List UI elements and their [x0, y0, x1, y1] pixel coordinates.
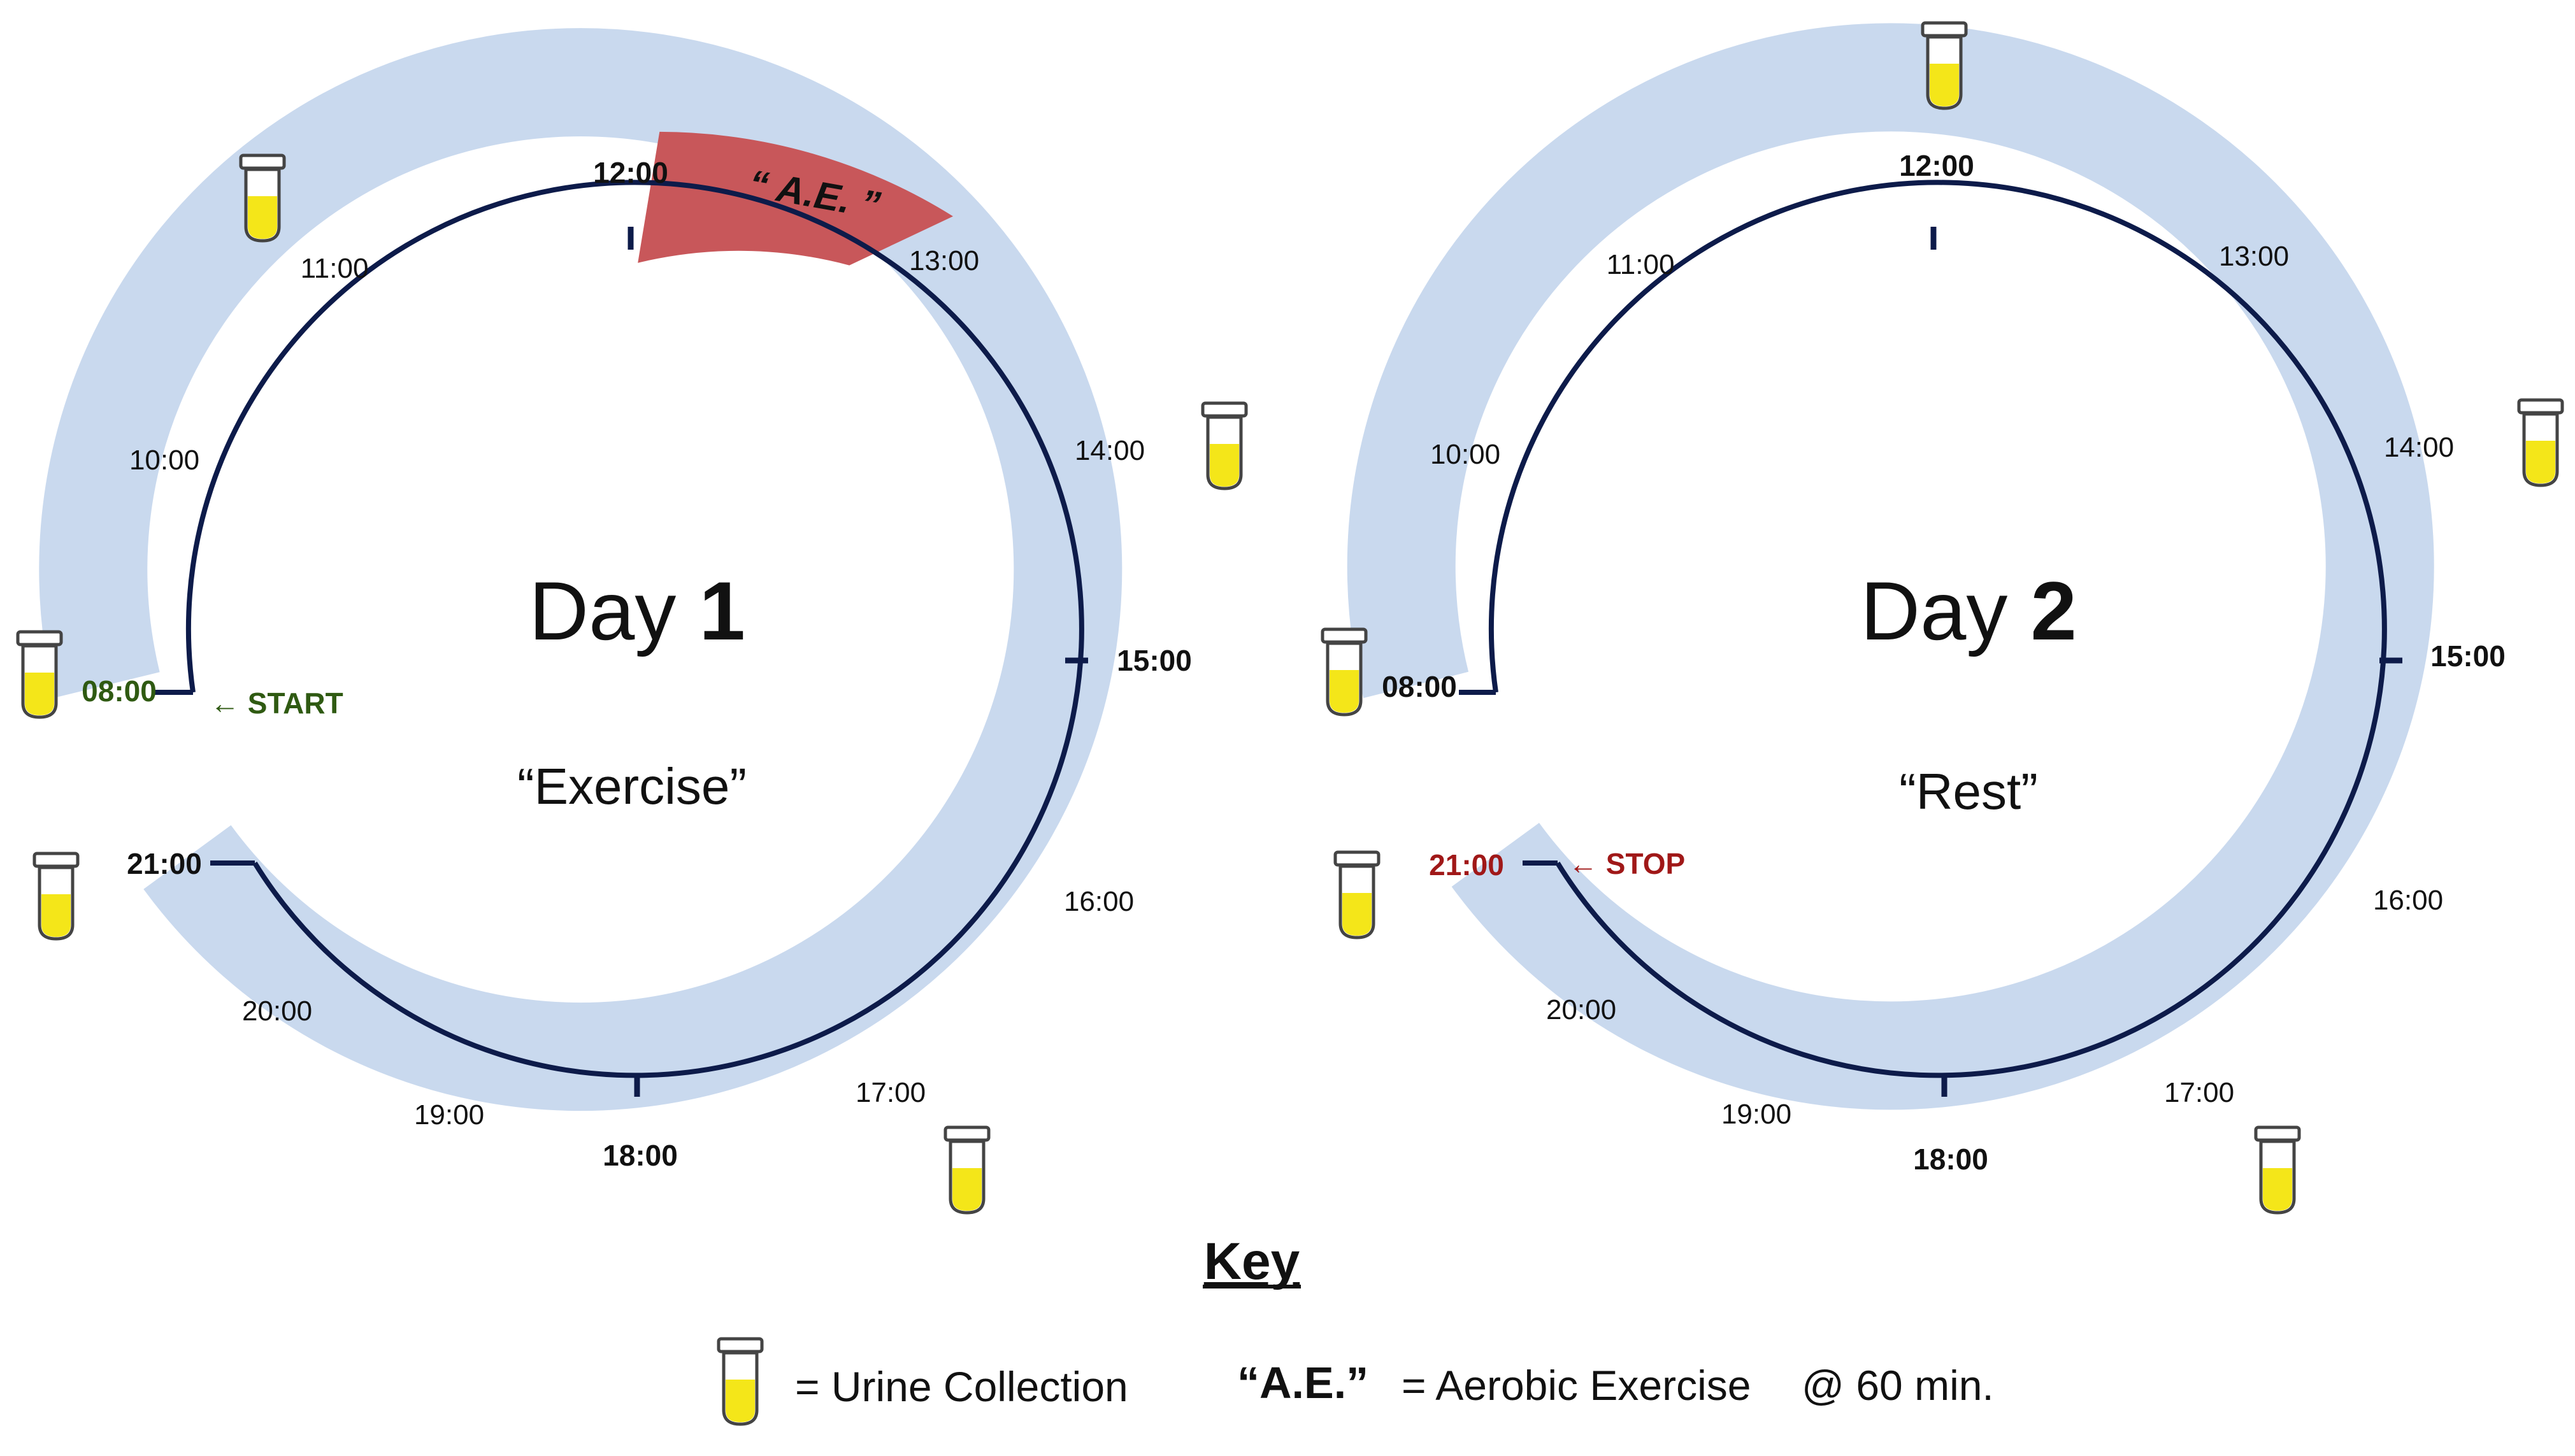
key-ae-duration: @ 60 min.	[1802, 1362, 1994, 1409]
day2-stop-label: ← STOP	[1568, 847, 1685, 880]
day1-clock: 12:00 11:00 13:00 10:00 14:00 15:00 08:0…	[18, 28, 1246, 1213]
day1-title: Day 1	[529, 564, 745, 657]
day2-ring	[1347, 23, 2434, 1110]
key-legend: Key = Urine Collection “A.E.” = Aerobic …	[719, 1232, 1994, 1424]
key-ae-abbrev: “A.E.”	[1237, 1358, 1368, 1408]
day1-hour-16: 16:00	[1064, 886, 1134, 917]
day1-subtitle: “Exercise”	[517, 758, 747, 815]
day2-hour-08: 08:00	[1382, 670, 1457, 703]
day1-hour-13: 13:00	[909, 245, 979, 276]
day1-hour-12: 12:00	[593, 156, 668, 189]
urine-cup-icon	[1335, 852, 1379, 938]
day1-hour-14: 14:00	[1075, 435, 1145, 466]
day2-hour-10: 10:00	[1430, 439, 1500, 470]
day2-hour-15: 15:00	[2430, 639, 2506, 673]
day2-hour-12: 12:00	[1899, 149, 1974, 182]
day2-hour-20: 20:00	[1546, 994, 1616, 1025]
urine-cup-icon	[1923, 23, 1966, 108]
urine-cup-icon	[945, 1127, 989, 1213]
urine-cup-icon	[1323, 629, 1366, 715]
urine-cup-icon	[18, 632, 61, 717]
day2-hour-19: 19:00	[1721, 1099, 1791, 1130]
day1-ring	[39, 28, 1123, 1111]
day1-hour-08: 08:00	[82, 674, 157, 708]
day1-hour-20: 20:00	[242, 996, 312, 1027]
day2-hour-17: 17:00	[2164, 1077, 2234, 1108]
day1-hour-11: 11:00	[301, 253, 369, 284]
day2-hour-13: 13:00	[2219, 241, 2289, 272]
urine-cup-icon	[719, 1339, 762, 1424]
urine-cup-icon	[2519, 400, 2562, 485]
day2-hour-21: 21:00	[1429, 848, 1504, 881]
day2-hour-11: 11:00	[1607, 249, 1675, 280]
urine-cup-icon	[1203, 403, 1246, 489]
day1-hour-15: 15:00	[1117, 644, 1192, 677]
day2-track	[1488, 180, 2387, 1078]
day1-hour-18: 18:00	[603, 1139, 678, 1172]
day2-subtitle: “Rest”	[1899, 763, 2038, 820]
urine-cup-icon	[34, 853, 78, 939]
day1-hour-19: 19:00	[414, 1099, 484, 1131]
key-title: Key	[1204, 1232, 1300, 1290]
urine-cup-icon	[2256, 1127, 2299, 1213]
day2-hour-18: 18:00	[1913, 1143, 1988, 1176]
day2-hour-14: 14:00	[2384, 432, 2454, 463]
key-ae-definition: = Aerobic Exercise	[1402, 1362, 1751, 1409]
day2-clock: 12:00 11:00 13:00 10:00 14:00 15:00 08:0…	[1323, 23, 2562, 1213]
day2-hour-16: 16:00	[2373, 885, 2443, 916]
day1-hour-10: 10:00	[129, 445, 199, 476]
day1-exercise-segment	[638, 131, 953, 266]
day1-track	[185, 180, 1084, 1078]
day2-title: Day 2	[1860, 564, 2077, 657]
key-urine-label: = Urine Collection	[795, 1363, 1128, 1410]
day1-start-label: ← START	[210, 687, 343, 720]
urine-cup-icon	[241, 155, 284, 241]
day1-hour-21: 21:00	[127, 847, 202, 880]
day1-hour-17: 17:00	[856, 1077, 926, 1108]
